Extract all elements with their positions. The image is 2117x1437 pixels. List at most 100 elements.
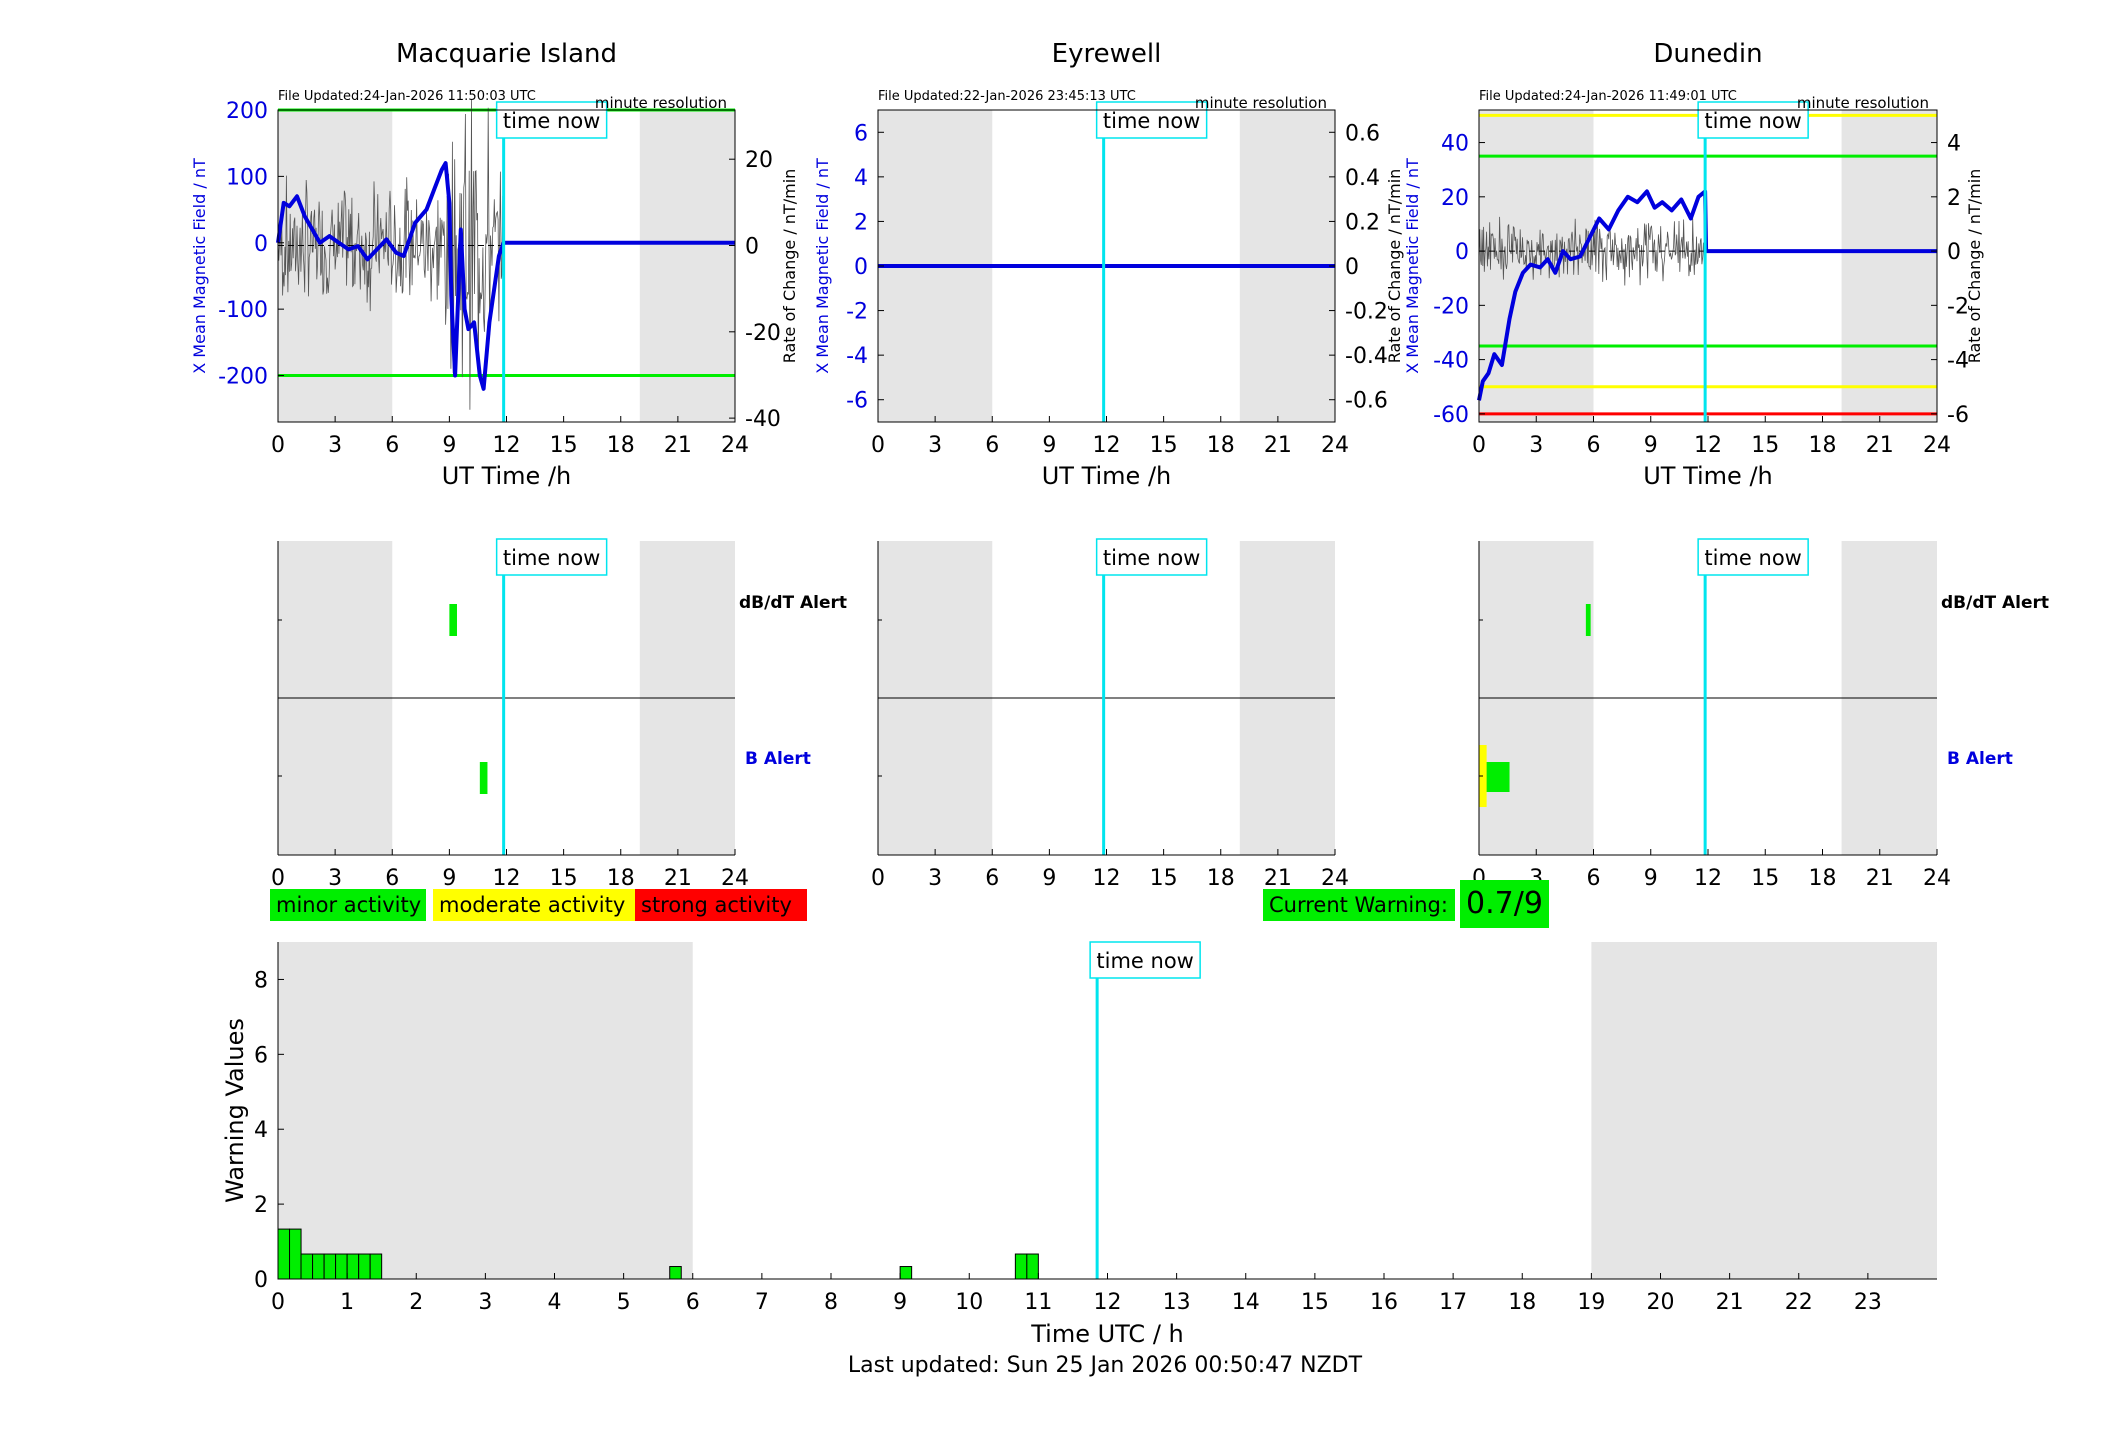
x-axis-label: UT Time /h	[1643, 462, 1773, 490]
x-tick-label: 3	[928, 866, 942, 891]
x-tick-label: 9	[1042, 433, 1056, 458]
y2-tick-label: -6	[1947, 403, 1969, 428]
legend-strong-activity: strong activity	[635, 889, 807, 921]
y2-tick-label: -2	[1947, 294, 1969, 319]
y-tick-label: -2	[846, 300, 868, 325]
time-now-label: time now	[503, 109, 600, 133]
x-tick-label: 24	[1321, 866, 1349, 891]
x-tick-label: 19	[1577, 1290, 1605, 1315]
x-axis-label: UT Time /h	[1042, 462, 1172, 490]
warning-bar	[358, 1253, 371, 1280]
panel-title: Dunedin	[1653, 39, 1762, 69]
dbdt-alert-bar	[1585, 604, 1591, 636]
x-tick-label: 12	[1093, 433, 1121, 458]
resolution-label: minute resolution	[595, 94, 727, 112]
y-tick-label: 200	[226, 99, 268, 124]
b-alert-label: B Alert	[1947, 749, 2013, 769]
night-shade-right	[1841, 110, 1937, 422]
y-tick-label: 100	[226, 165, 268, 190]
x-tick-label: 17	[1439, 1290, 1467, 1315]
x-tick-label: 21	[1866, 866, 1894, 891]
x-tick-label: 4	[548, 1290, 562, 1315]
x-tick-label: 5	[617, 1290, 631, 1315]
y-tick-label: 4	[254, 1118, 268, 1143]
x-tick-label: 6	[1587, 433, 1601, 458]
x-tick-label: 21	[1264, 866, 1292, 891]
panel-title: Eyrewell	[1052, 39, 1162, 69]
legend-moderate-activity: moderate activity	[433, 889, 635, 921]
x-tick-label: 24	[1923, 866, 1951, 891]
dbdt-alert-label: dB/dT Alert	[1941, 593, 2049, 613]
warning-bar	[312, 1253, 325, 1280]
resolution-label: minute resolution	[1195, 94, 1327, 112]
x-tick-label: 15	[1150, 433, 1178, 458]
x-tick-label: 0	[271, 433, 285, 458]
x-tick-label: 15	[550, 433, 578, 458]
x-tick-label: 3	[478, 1290, 492, 1315]
time-now-label: time now	[1096, 949, 1193, 973]
warning-bar	[346, 1253, 360, 1280]
file-updated: File Updated:24-Jan-2026 11:50:03 UTC	[278, 89, 536, 104]
current-warning-value: 0.7/9	[1460, 880, 1549, 928]
x-tick-label: 12	[493, 866, 521, 891]
y2-tick-label: -40	[745, 407, 781, 432]
y2-axis-label: Rate of Change / nT/min	[1965, 169, 1984, 364]
resolution-label: minute resolution	[1797, 94, 1929, 112]
time-now-label: time now	[1103, 546, 1200, 570]
time-now-box	[1095, 101, 1208, 139]
x-tick-label: 3	[1529, 433, 1543, 458]
x-tick-label: 15	[1301, 1290, 1329, 1315]
y-tick-label: 2	[254, 1193, 268, 1218]
y2-tick-label: 0.4	[1345, 166, 1380, 191]
warning-bar	[323, 1253, 337, 1280]
y-tick-label: -60	[1433, 403, 1469, 428]
x-tick-label: 9	[442, 866, 456, 891]
time-now-box	[495, 101, 608, 139]
y-axis-label: X Mean Magnetic Field / nT	[1403, 158, 1422, 374]
night-shade-left	[278, 942, 693, 1279]
x-tick-label: 6	[1587, 866, 1601, 891]
rate-of-change-trace	[1478, 216, 1706, 286]
x-tick-label: 3	[328, 433, 342, 458]
current-warning-label: Current Warning:	[1263, 889, 1455, 921]
warning-bar	[899, 1266, 913, 1280]
y2-tick-label: 2	[1947, 186, 1961, 211]
x-tick-label: 21	[664, 433, 692, 458]
x-tick-label: 9	[893, 1290, 907, 1315]
x-tick-label: 6	[385, 866, 399, 891]
x-tick-label: 12	[493, 433, 521, 458]
y2-tick-label: 0	[1947, 240, 1961, 265]
x-tick-label: 21	[1716, 1290, 1744, 1315]
time-now-label: time now	[1704, 109, 1801, 133]
x-tick-label: 6	[985, 866, 999, 891]
x-tick-label: 3	[328, 866, 342, 891]
y-tick-label: 0	[1455, 240, 1469, 265]
time-now-box	[1697, 101, 1809, 139]
x-tick-label: 0	[271, 866, 285, 891]
x-tick-label: 13	[1163, 1290, 1191, 1315]
x-tick-label: 15	[1751, 866, 1779, 891]
y2-tick-label: -0.4	[1345, 344, 1388, 369]
y2-tick-label: 20	[745, 148, 773, 173]
y2-tick-label: 0.6	[1345, 121, 1380, 146]
warning-bar	[277, 1228, 291, 1280]
x-tick-label: 24	[1321, 433, 1349, 458]
y-tick-label: 0	[854, 255, 868, 280]
y-tick-label: -200	[218, 365, 268, 390]
field-series-line	[1477, 189, 1937, 401]
x-tick-label: 18	[1809, 433, 1837, 458]
x-tick-label: 21	[1866, 433, 1894, 458]
y2-tick-label: 0.2	[1345, 210, 1380, 235]
x-tick-label: 24	[721, 866, 749, 891]
dbdt-alert-bar	[449, 604, 457, 636]
x-tick-label: 18	[1207, 433, 1235, 458]
warning-bar	[300, 1253, 314, 1280]
x-axis-label: Time UTC / h	[1030, 1320, 1184, 1348]
rate-of-change-trace	[277, 99, 504, 410]
dbdt-alert-label: dB/dT Alert	[739, 593, 847, 613]
b-alert-bar-minor	[479, 762, 488, 794]
x-tick-label: 11	[1024, 1290, 1052, 1315]
file-updated: File Updated:22-Jan-2026 23:45:13 UTC	[878, 89, 1136, 104]
x-tick-label: 10	[955, 1290, 983, 1315]
y-axis-label: X Mean Magnetic Field / nT	[813, 158, 832, 374]
